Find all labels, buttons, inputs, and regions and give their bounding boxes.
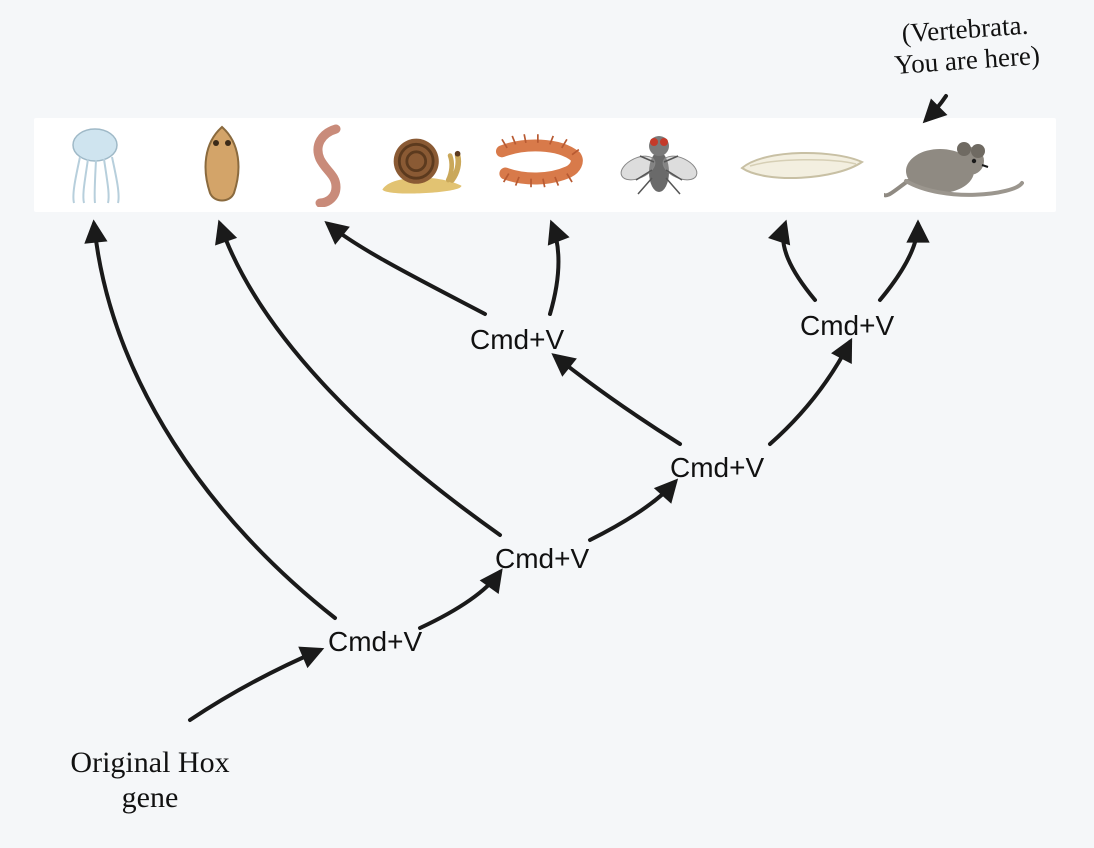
organism-jellyfish [48, 118, 142, 212]
organism-fly [612, 118, 706, 212]
node-cmdv-1: Cmd+V [328, 626, 422, 658]
arrow-n5-mouse [880, 224, 918, 300]
arrow-n5-lancelet [783, 224, 815, 300]
node-cmdv-2: Cmd+V [495, 543, 589, 575]
annotation-original-hox-line2: gene [30, 781, 270, 816]
arrow-origin-n1 [190, 650, 320, 720]
arrow-vert-note [926, 96, 946, 120]
hox-gene-tree-diagram: Cmd+V Cmd+V Cmd+V Cmd+V Cmd+V Original H… [0, 0, 1094, 848]
annotation-vertebrata: (Vertebrata. You are here) [844, 6, 1088, 85]
arrow-n4-nematode [328, 224, 485, 314]
organism-lancelet [736, 118, 866, 212]
arrow-n4-centipede [550, 224, 559, 314]
arrow-n2-flatworm [220, 224, 500, 535]
arrow-n1-n2 [420, 572, 500, 628]
organism-centipede [490, 118, 584, 212]
arrow-n2-n3 [590, 482, 675, 540]
organism-mouse [884, 118, 1024, 212]
node-cmdv-4: Cmd+V [470, 324, 564, 356]
arrow-n3-n4 [555, 356, 680, 444]
node-cmdv-5: Cmd+V [800, 310, 894, 342]
annotation-original-hox: Original Hox gene [30, 746, 270, 815]
node-cmdv-3: Cmd+V [670, 452, 764, 484]
organism-flatworm [175, 118, 269, 212]
annotation-original-hox-line1: Original Hox [30, 746, 270, 781]
organism-nematode [280, 118, 374, 212]
arrow-n3-n5 [770, 342, 850, 444]
organism-snail [373, 118, 467, 212]
arrow-n1-jellyfish [94, 224, 335, 618]
